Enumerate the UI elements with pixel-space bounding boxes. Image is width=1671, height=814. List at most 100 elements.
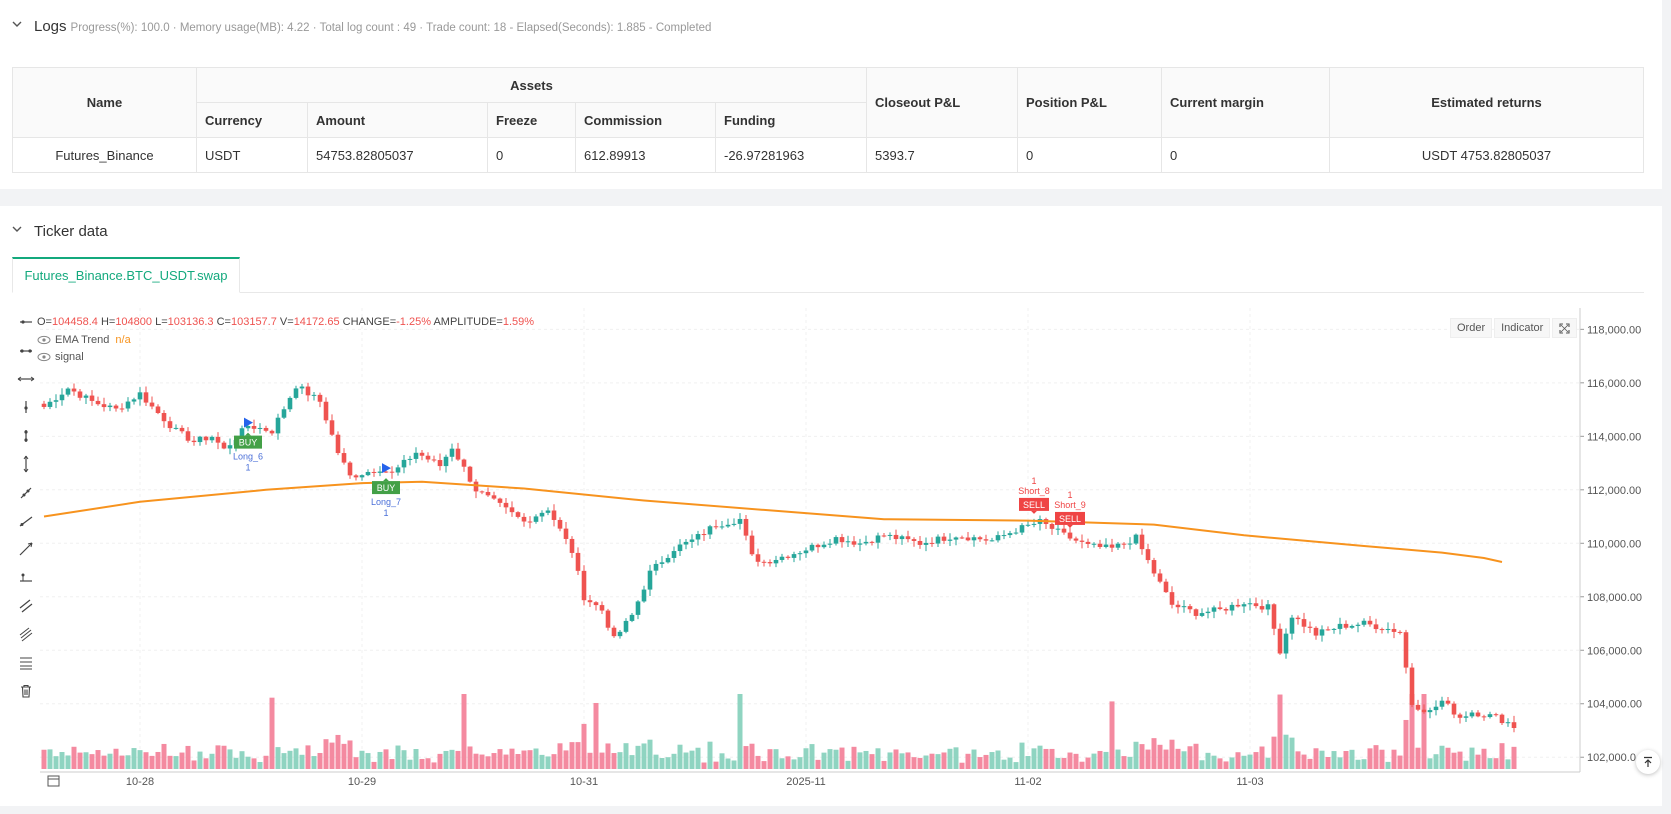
volume-bar [737,694,743,769]
candle-body [1343,623,1349,628]
candle-body [179,427,185,432]
ticker-header[interactable]: Ticker data [12,223,108,240]
trade-qty: 1 [1031,476,1036,486]
candle-body [1175,604,1181,608]
col-margin: Current margin [1161,67,1330,138]
candle-body [1247,603,1253,605]
candle-body [965,537,971,541]
candle-body [1337,623,1343,629]
volume-bar [971,749,977,769]
volume-bar [47,749,53,769]
candle-body [797,553,803,555]
candle-body [851,541,857,545]
volume-bar [1151,738,1157,769]
volume-bar [1331,751,1337,769]
indicator-button[interactable]: Indicator [1494,318,1551,338]
ray-line-icon[interactable] [12,507,40,535]
volume-bar [461,694,467,769]
y-tick-label: 118,000.00 [1587,324,1641,336]
fullscreen-icon[interactable] [1552,318,1578,338]
vertical-line-icon[interactable] [12,450,40,478]
x-tick-label: 10-29 [348,776,376,788]
volume-bar [1007,757,1013,769]
candle-body [1019,525,1025,533]
candle-body [1241,604,1247,607]
volume-bar [1019,742,1025,769]
volume-bar [485,756,491,769]
candle-body [1415,704,1421,710]
sell-marker: SELL Short_81 [1018,476,1050,514]
candle-body [1091,543,1097,545]
vertical-segment-icon[interactable] [12,422,40,450]
volume-bar [1433,754,1439,769]
volume-bar [143,752,149,769]
volume-bar [827,749,833,769]
volume-bar [1199,760,1205,769]
candle-body [821,544,827,548]
volume-bar [287,750,293,769]
volume-bar [1271,736,1277,769]
sell-label: SELL [1023,500,1045,510]
pitchfork-icon[interactable] [12,620,40,648]
candle-body [167,421,173,429]
volume-bar [125,755,131,769]
chevron-down-icon[interactable] [12,19,22,29]
change-value: -1.25% [396,316,431,328]
vertical-ray-icon[interactable] [12,393,40,421]
logs-header[interactable]: Logs Progress(%): 100.0 · Memory usage(M… [12,18,711,35]
volume-bar [203,758,209,769]
volume-bar [1175,748,1181,769]
candle-body [551,510,557,520]
eye-icon[interactable] [37,335,51,345]
candle-body [953,537,959,540]
extended-line-icon[interactable] [12,535,40,563]
trash-icon[interactable] [12,677,40,705]
volume-bar [701,762,707,769]
volume-bar [389,759,395,769]
col-freeze: Freeze [487,102,576,138]
candle-body [203,436,209,441]
price-range-icon[interactable] [12,564,40,592]
candle-body [881,535,887,537]
order-button[interactable]: Order [1450,318,1493,338]
candle-body [1253,603,1259,607]
horizontal-segment-icon[interactable] [12,336,40,364]
parallel-channel-icon[interactable] [12,592,40,620]
volume-bar [113,748,119,769]
volume-bar [647,739,653,769]
volume-bar [1043,748,1049,769]
tab-btc-usdt-swap[interactable]: Futures_Binance.BTC_USDT.swap [12,257,240,293]
cell-name: Futures_Binance [12,137,197,173]
amplitude-value: 1.59% [502,316,535,328]
volume-bar [767,749,773,769]
candle-body [641,589,647,602]
legend-signal[interactable]: signal [37,351,84,363]
cell-amount: 54753.82805037 [307,137,488,173]
candle-body [1121,543,1127,545]
fib-retracement-icon[interactable] [12,649,40,677]
candle-body [1229,604,1235,611]
candle-body [545,510,551,513]
logs-summary: Progress(%): 100.0 · Memory usage(MB): 4… [70,22,712,34]
eye-icon[interactable] [37,352,51,362]
candle-body [455,448,461,460]
chevron-down-icon[interactable] [12,224,22,234]
candle-body [515,512,521,517]
candle-body [1373,624,1379,630]
scroll-to-top-button[interactable] [1636,750,1660,774]
volume-bar [1361,759,1367,769]
horizontal-ray-icon[interactable] [12,308,40,336]
col-closeout: Closeout P&L [866,67,1018,138]
candle-body [377,471,383,473]
volume-bar [1163,749,1169,769]
volume-bar [1283,734,1289,769]
legend-ema[interactable]: EMA Trend n/a [37,334,131,346]
horizontal-line-icon[interactable] [12,365,40,393]
candle-body [1469,712,1475,717]
volume-bar [1367,748,1373,769]
trend-line-icon[interactable] [12,478,40,506]
drawing-toolbar [12,308,40,705]
candle-body [221,442,227,449]
volume-bar [1445,747,1451,769]
